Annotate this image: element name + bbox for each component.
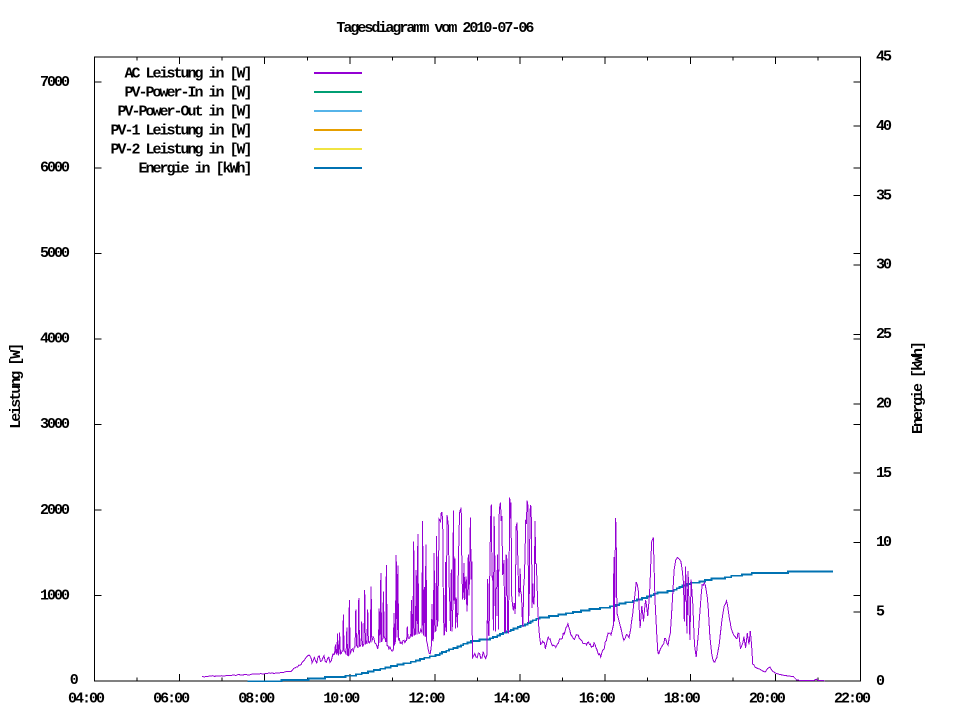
svg-text:Energie [kWh]: Energie [kWh]: [910, 343, 927, 434]
svg-text:20: 20: [876, 395, 892, 412]
svg-text:04:00: 04:00: [68, 691, 105, 708]
svg-text:16:00: 16:00: [579, 691, 616, 708]
svg-text:0: 0: [876, 673, 885, 690]
svg-text:10: 10: [876, 534, 892, 551]
svg-text:PV-1 Leistung in [W]: PV-1 Leistung in [W]: [110, 123, 250, 140]
svg-text:6000: 6000: [40, 160, 70, 177]
svg-text:22:00: 22:00: [834, 691, 871, 708]
svg-text:AC Leistung in [W]: AC Leistung in [W]: [124, 66, 250, 83]
svg-text:10:00: 10:00: [323, 691, 360, 708]
svg-text:5000: 5000: [40, 245, 70, 262]
svg-text:1000: 1000: [40, 587, 70, 604]
svg-text:35: 35: [876, 187, 892, 204]
svg-text:20:00: 20:00: [749, 691, 786, 708]
svg-text:14:00: 14:00: [494, 691, 531, 708]
svg-text:40: 40: [876, 118, 892, 135]
svg-text:30: 30: [876, 257, 892, 274]
svg-text:Energie in [kWh]: Energie in [kWh]: [138, 161, 250, 178]
svg-text:25: 25: [876, 326, 892, 343]
svg-text:3000: 3000: [40, 416, 70, 433]
svg-text:15: 15: [876, 465, 892, 482]
svg-text:5: 5: [876, 604, 885, 621]
svg-text:PV-Power-Out in [W]: PV-Power-Out in [W]: [117, 104, 250, 121]
svg-text:PV-Power-In in [W]: PV-Power-In in [W]: [124, 85, 250, 102]
svg-text:45: 45: [876, 49, 892, 66]
svg-text:7000: 7000: [40, 74, 70, 91]
svg-text:PV-2 Leistung in [W]: PV-2 Leistung in [W]: [110, 142, 250, 159]
svg-text:Tagesdiagramm vom 2010-07-06: Tagesdiagramm vom 2010-07-06: [336, 20, 534, 37]
svg-text:06:00: 06:00: [153, 691, 190, 708]
svg-text:2000: 2000: [40, 502, 70, 519]
svg-text:12:00: 12:00: [408, 691, 445, 708]
svg-text:18:00: 18:00: [664, 691, 701, 708]
svg-text:Leistung [W]: Leistung [W]: [8, 345, 25, 429]
svg-text:0: 0: [70, 672, 79, 689]
svg-text:08:00: 08:00: [238, 691, 275, 708]
svg-text:4000: 4000: [40, 331, 70, 348]
